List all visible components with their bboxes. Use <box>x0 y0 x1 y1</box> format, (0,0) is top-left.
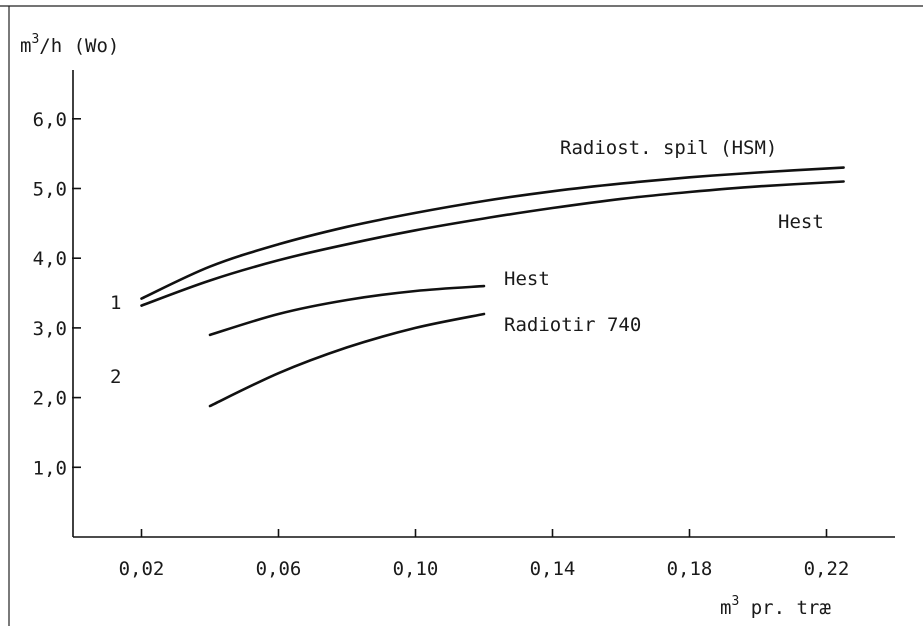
y-tick-label-4: 5,0 <box>33 178 67 200</box>
series-line-3 <box>208 312 486 408</box>
x-ticks: 0,02 0,06 0,10 0,14 0,18 0,22 <box>119 529 850 580</box>
y-tick-label-1: 2,0 <box>33 388 67 410</box>
x-axis-label-base: m <box>720 597 731 619</box>
series-line-1 <box>140 180 845 307</box>
x-axis-label-sup: 3 <box>731 594 739 609</box>
y-tick-label-3: 4,0 <box>33 248 67 270</box>
y-ticks: 1,0 2,0 3,0 4,0 5,0 6,0 <box>33 109 81 479</box>
y-tick-label-0: 1,0 <box>33 457 67 479</box>
x-tick-label-4: 0,18 <box>667 558 713 580</box>
series-label-hest-lower: Hest <box>504 268 550 290</box>
x-tick-label-1: 0,06 <box>256 558 302 580</box>
y-axis-label-rest: /h (Wo) <box>39 35 119 57</box>
y-axis-label: m3/h (Wo) <box>20 32 119 57</box>
series-label-radiost-spil: Radiost. spil (HSM) <box>560 137 777 159</box>
series-label-hest-upper: Hest <box>778 211 824 233</box>
y-axis-label-sup: 3 <box>31 32 39 47</box>
series-line-2 <box>208 284 486 337</box>
x-axis-label-rest: pr. træ <box>739 597 831 619</box>
x-axis-label: m3 pr. træ <box>720 594 831 619</box>
x-tick-label-2: 0,10 <box>393 558 439 580</box>
curves <box>140 166 845 408</box>
x-tick-label-5: 0,22 <box>804 558 850 580</box>
side-label-1: 1 <box>110 292 121 314</box>
series-label-radiotir-740: Radiotir 740 <box>504 314 641 336</box>
side-label-2: 2 <box>110 366 121 388</box>
y-tick-label-2: 3,0 <box>33 318 67 340</box>
series-line-0 <box>140 166 845 300</box>
y-axis-label-base: m <box>20 35 31 57</box>
y-tick-label-5: 6,0 <box>33 109 67 131</box>
x-tick-label-3: 0,14 <box>530 558 576 580</box>
x-tick-label-0: 0,02 <box>119 558 165 580</box>
